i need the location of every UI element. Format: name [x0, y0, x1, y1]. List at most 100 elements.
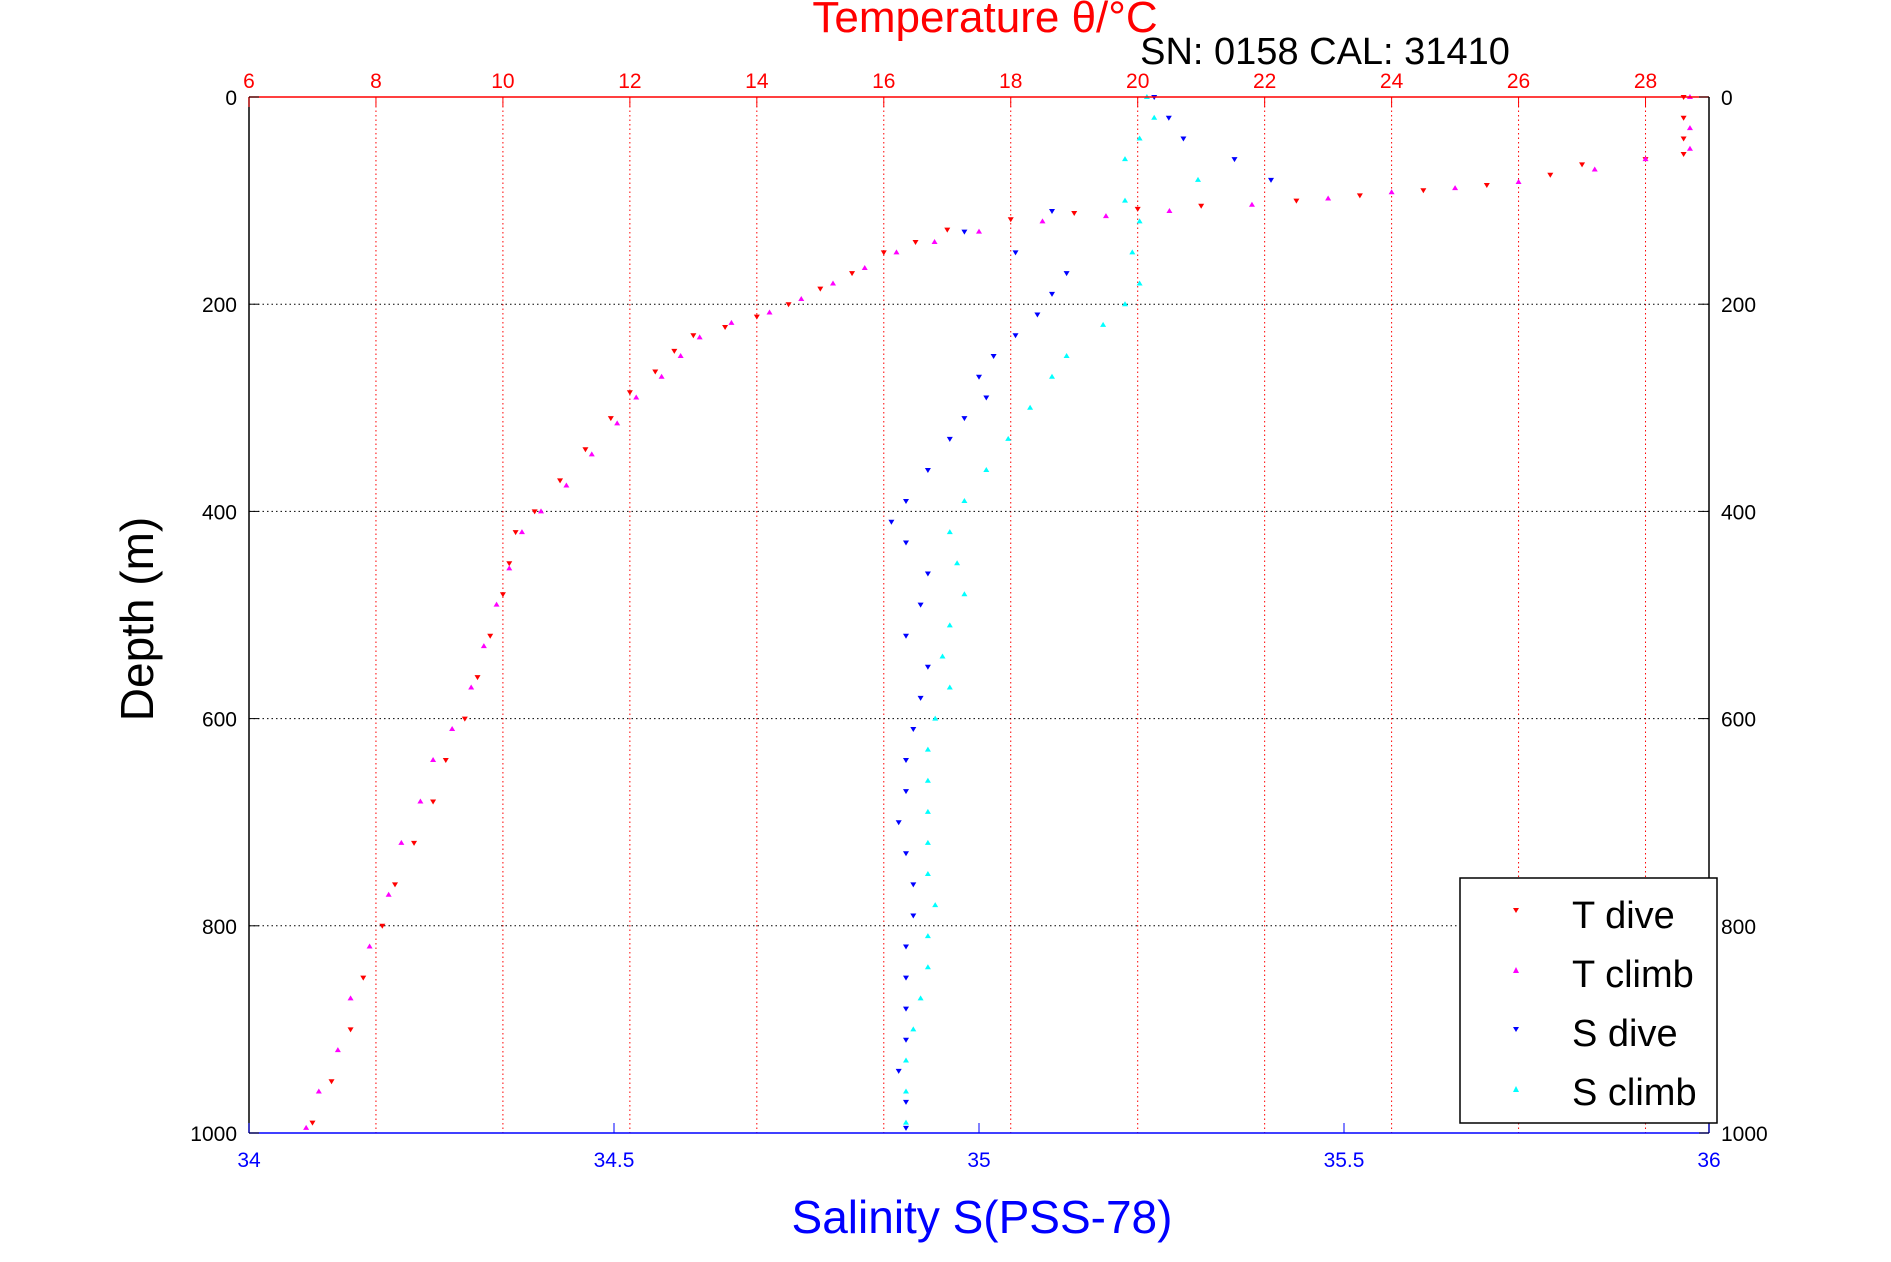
point-s-climb-16: [961, 498, 968, 504]
point-s-dive-3: [1231, 157, 1238, 163]
point-s-dive-34: [903, 975, 909, 981]
point-t-climb-21: [696, 334, 703, 340]
point-t-climb-18: [798, 296, 805, 302]
point-s-climb-31: [924, 964, 931, 970]
point-s-dive-14: [983, 395, 990, 401]
point-t-climb-7: [1388, 189, 1395, 195]
point-s-dive-31: [910, 882, 917, 888]
point-s-dive-10: [1034, 312, 1041, 318]
point-t-dive-14: [1007, 217, 1014, 223]
point-s-dive-13: [976, 374, 982, 380]
point-s-dive-15: [961, 416, 968, 422]
point-t-climb-9: [1248, 201, 1255, 207]
point-s-dive-20: [903, 540, 909, 546]
temperature-tick-label-0: 6: [243, 70, 255, 93]
temperature-tick-label-7: 20: [1126, 70, 1149, 93]
depth-tick-label-left-4: 800: [202, 916, 237, 939]
point-t-climb-35: [430, 757, 437, 763]
salinity-tick-label-4: 36: [1697, 1149, 1720, 1172]
point-s-dive-7: [1012, 250, 1019, 256]
point-s-dive-36: [903, 1037, 909, 1043]
point-s-climb-25: [924, 777, 931, 783]
point-s-dive-8: [1063, 271, 1070, 277]
point-s-dive-21: [924, 571, 931, 577]
point-s-dive-33: [903, 944, 909, 950]
point-t-dive-6: [1547, 172, 1554, 178]
point-t-climb-19: [766, 309, 773, 315]
point-s-climb-9: [1122, 301, 1128, 307]
point-t-dive-37: [442, 758, 449, 764]
legend-label-s-climb: S climb: [1572, 1072, 1697, 1114]
point-s-climb-22: [946, 684, 953, 690]
point-t-dive-13: [1071, 211, 1078, 217]
point-s-climb-21: [939, 653, 946, 659]
point-t-climb-13: [976, 228, 982, 234]
point-t-dive-39: [411, 840, 418, 846]
depth-tick-label-left-3: 600: [202, 709, 237, 732]
point-t-dive-11: [1198, 203, 1205, 209]
temperature-tick-label-2: 10: [491, 70, 514, 93]
point-t-dive-21: [753, 314, 760, 320]
point-s-climb-10: [1100, 321, 1107, 327]
point-s-climb-17: [946, 529, 953, 535]
point-s-climb-14: [1005, 435, 1012, 441]
point-s-dive-1: [1165, 115, 1172, 121]
temperature-tick-label-11: 28: [1634, 70, 1657, 93]
point-s-climb-30: [924, 933, 931, 939]
point-s-climb-5: [1122, 197, 1128, 203]
point-t-climb-20: [728, 319, 735, 325]
point-t-dive-43: [347, 1027, 354, 1033]
point-t-climb-29: [518, 529, 525, 535]
depth-tick-label-left-2: 400: [202, 501, 237, 524]
point-s-dive-32: [910, 913, 917, 919]
point-t-dive-34: [487, 633, 494, 639]
depth-tick-label-right-0: 0: [1721, 87, 1733, 110]
point-s-climb-33: [910, 1026, 917, 1032]
point-t-climb-16: [861, 264, 868, 270]
depth-tick-label-right-1: 200: [1721, 294, 1756, 317]
point-t-climb-23: [658, 373, 665, 379]
point-t-climb-28: [538, 508, 544, 514]
point-t-dive-27: [607, 416, 614, 422]
point-t-climb-33: [468, 684, 475, 690]
depth-tick-label-right-5: 1000: [1721, 1123, 1768, 1146]
point-s-dive-22: [917, 602, 924, 608]
point-t-dive-15: [944, 227, 951, 233]
point-t-climb-27: [563, 482, 570, 488]
point-t-dive-10: [1293, 198, 1300, 204]
legend-label-t-climb: T climb: [1572, 954, 1694, 996]
point-t-climb-11: [1102, 213, 1109, 219]
point-s-climb-27: [924, 839, 931, 845]
point-t-dive-42: [360, 975, 367, 981]
temperature-tick-label-9: 24: [1380, 70, 1404, 93]
point-t-dive-40: [392, 882, 398, 888]
point-s-climb-3: [1122, 156, 1128, 162]
point-t-dive-8: [1420, 188, 1427, 194]
legend-marker-t-climb: [1513, 967, 1519, 973]
y-axis-label: Depth (m): [111, 517, 163, 721]
salinity-tick-label-2: 35: [967, 1149, 990, 1172]
point-t-dive-20: [785, 302, 792, 308]
point-t-dive-32: [506, 561, 513, 567]
point-t-dive-9: [1356, 193, 1363, 199]
chart-subtitle: SN: 0158 CAL: 31410: [1140, 31, 1510, 73]
point-t-climb-34: [449, 725, 456, 731]
point-t-dive-24: [671, 348, 678, 354]
point-s-dive-25: [917, 695, 924, 701]
point-t-dive-1: [1680, 115, 1687, 121]
point-t-dive-30: [531, 509, 538, 515]
point-s-climb-28: [924, 871, 931, 876]
point-s-dive-27: [903, 758, 909, 764]
point-s-dive-12: [990, 354, 997, 359]
point-t-climb-5: [1515, 178, 1522, 184]
point-s-dive-35: [903, 1006, 909, 1012]
point-t-dive-19: [817, 286, 824, 292]
point-s-climb-36: [903, 1119, 909, 1125]
point-t-climb-42: [315, 1088, 322, 1094]
series-s-climb: [903, 94, 1201, 1125]
point-s-dive-11: [1012, 333, 1019, 339]
point-t-climb-2: [1686, 145, 1693, 151]
point-s-climb-23: [932, 715, 939, 721]
point-t-climb-41: [334, 1047, 341, 1053]
point-s-dive-23: [903, 633, 909, 639]
